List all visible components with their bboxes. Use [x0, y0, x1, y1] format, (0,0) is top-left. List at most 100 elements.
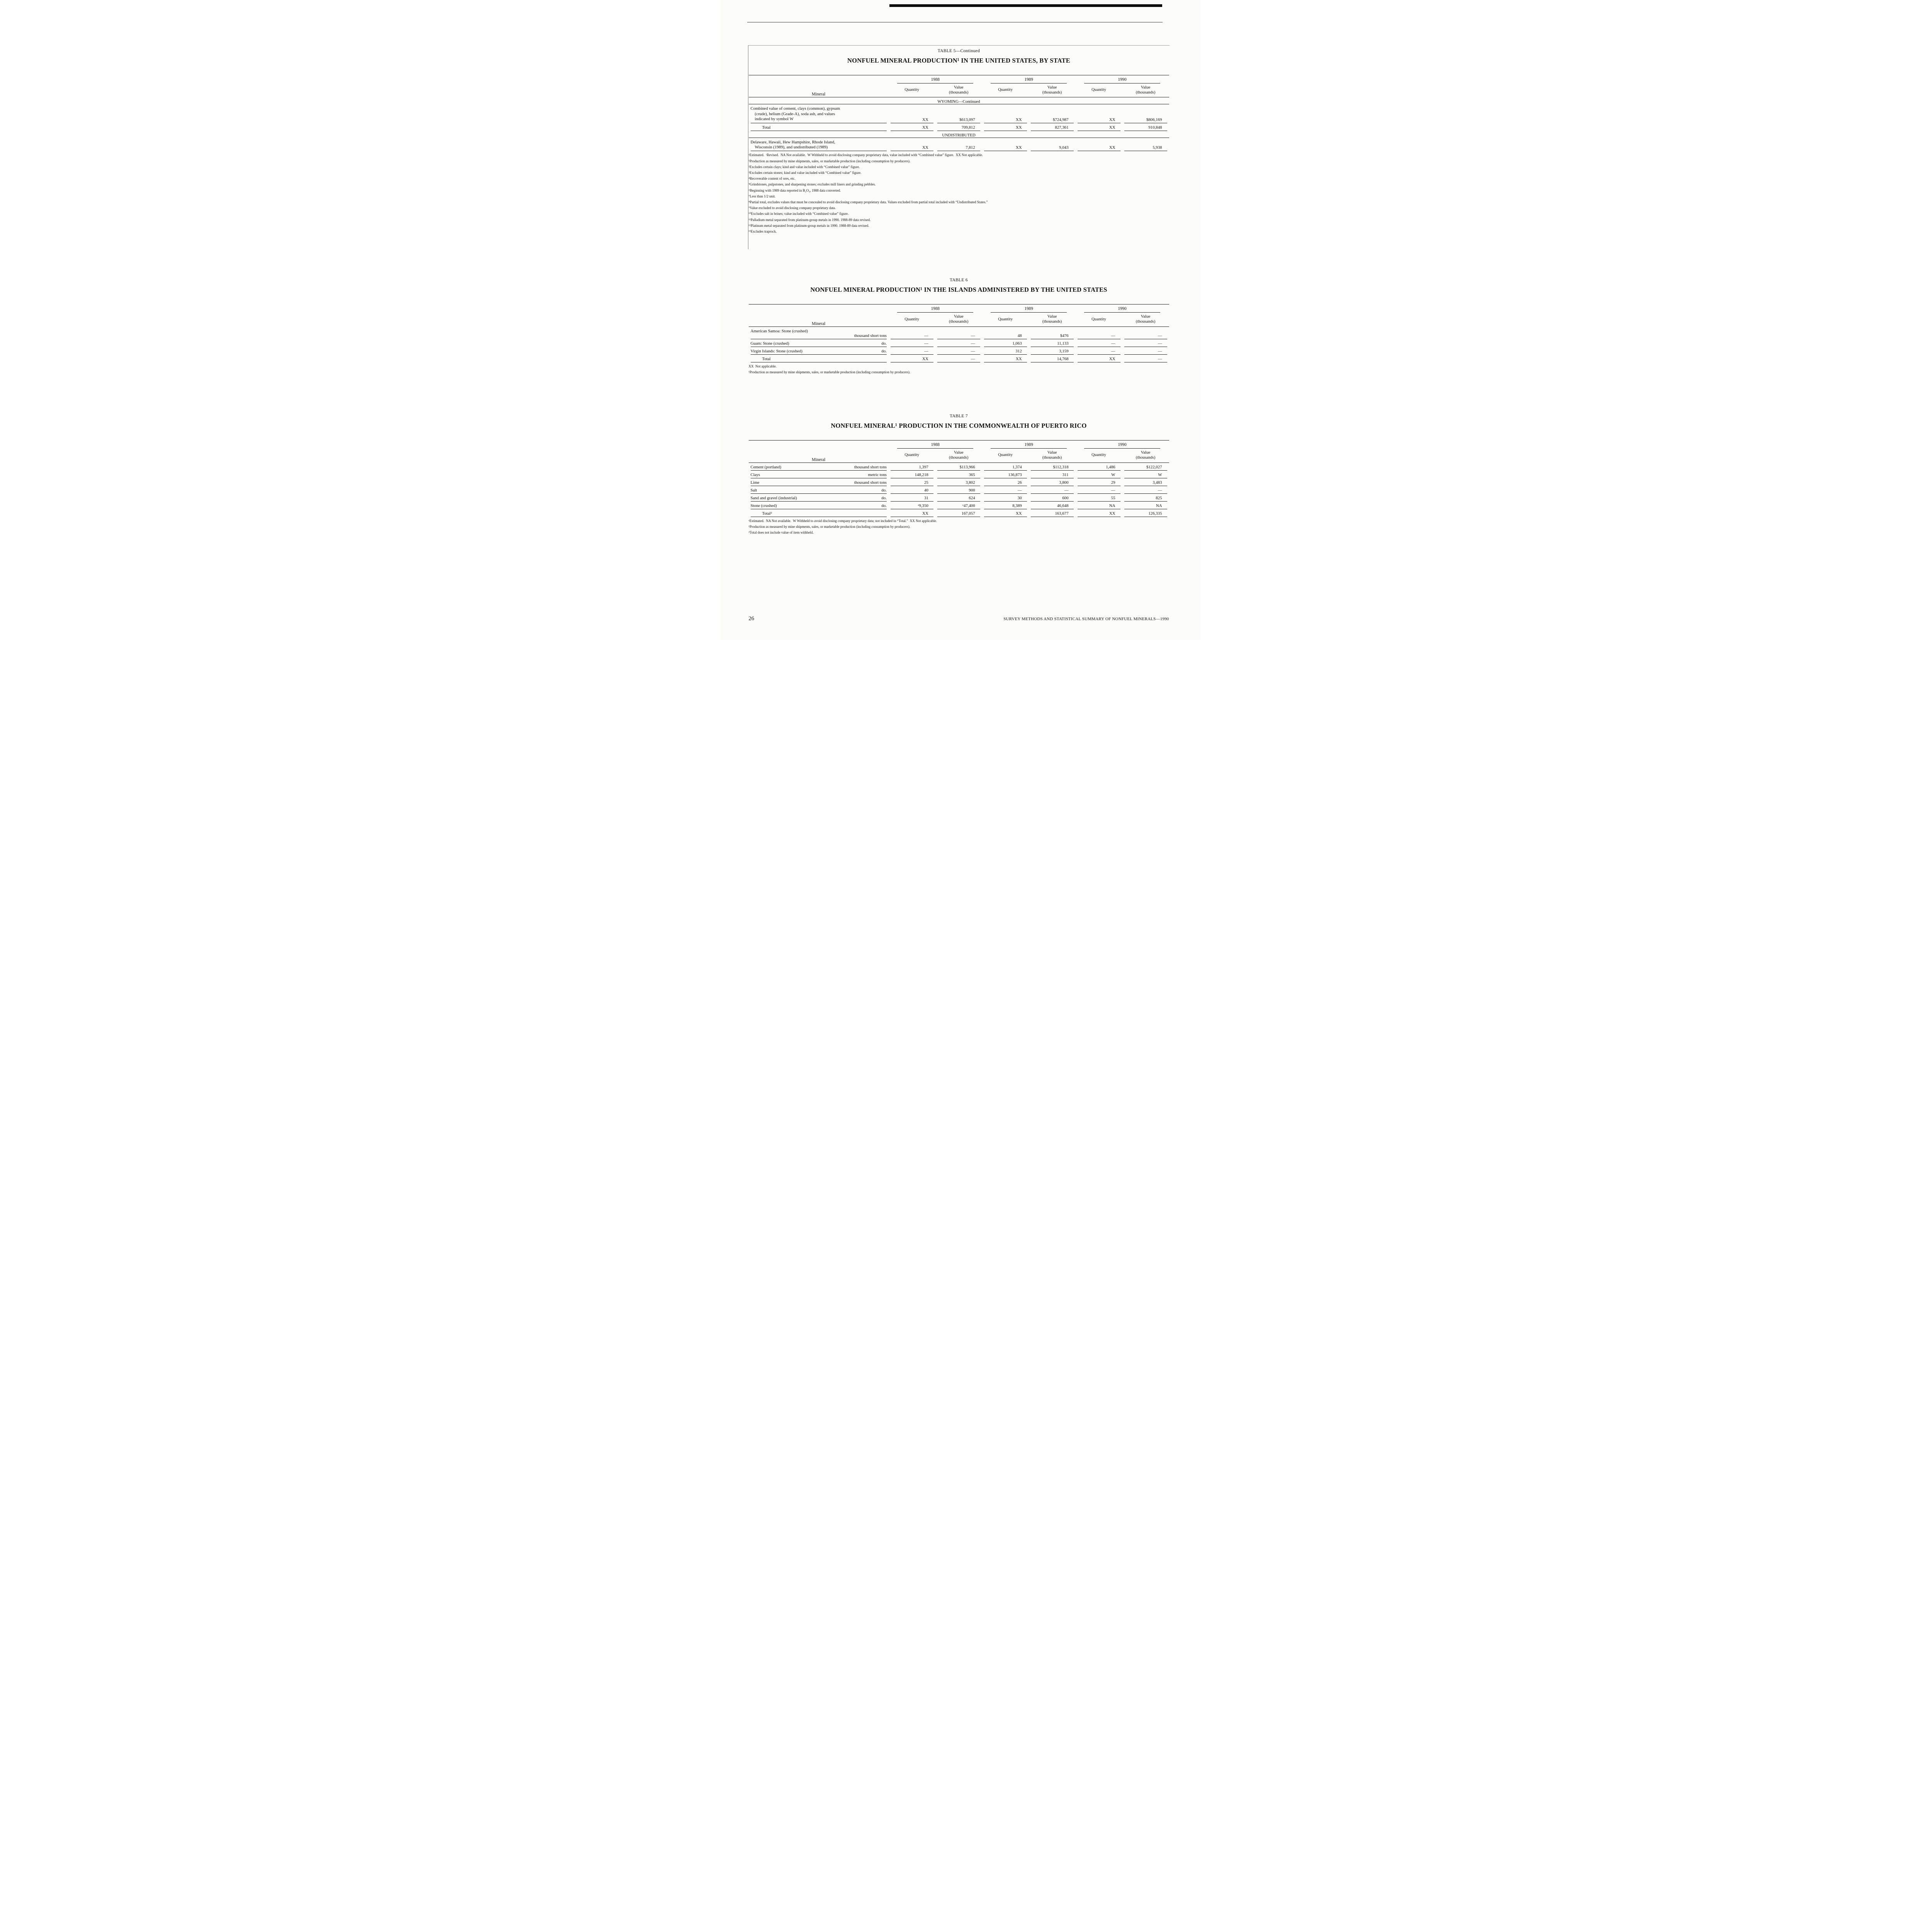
quantity-1989-cell: XX: [982, 104, 1029, 123]
footnote: ²Total does not include value of item wi…: [748, 530, 814, 534]
subheader-value: Value (thousands): [1028, 313, 1076, 327]
mineral-cell: Lime thousand short tons: [749, 478, 889, 486]
year-header-1990: 1990: [1076, 304, 1169, 313]
mineral-cell: Clays metric tons: [749, 471, 889, 478]
unit-label: do.: [881, 349, 887, 354]
quantity-1988-cell: 25: [889, 478, 935, 486]
subheader-value: Value (thousands): [935, 313, 982, 327]
mineral-cell: Total²: [749, 509, 889, 517]
value-1988-cell: 709,812: [935, 123, 982, 131]
scan-artifact-bar: [889, 4, 1162, 7]
year-header-1989: 1989: [982, 440, 1076, 449]
quantity-1989-cell: 1,063: [982, 339, 1029, 347]
quantity-1989-cell: 30: [982, 494, 1029, 502]
column-header-mineral: Mineral: [748, 440, 889, 463]
quantity-1989-cell: XX: [982, 138, 1029, 151]
table-title: NONFUEL MINERAL PRODUCTION¹ IN THE ISLAN…: [810, 286, 1107, 294]
table-row-virgin-islands: Virgin Islands: Stone (crushed) do. — — 3…: [749, 347, 1169, 355]
footnote: ᵉEstimated. NA Not available. W Withheld…: [748, 519, 937, 523]
section-row-wyoming: WYOMING—Continued: [748, 97, 1169, 105]
quantity-1989-cell: 48: [982, 327, 1029, 339]
table-row-undistributed-states: Delaware, Hawaii, Hew Hampshire, Rhode I…: [749, 138, 1169, 151]
footnotes-table7: ᵉEstimated. NA Not available. W Withheld…: [749, 518, 1169, 536]
table5-grid: Mineral 1988 1989 1990 Quantity Value (t…: [748, 75, 1169, 151]
quantity-1990-cell: XX: [1076, 138, 1122, 151]
subheader-value: Value (thousands): [935, 449, 982, 463]
footnote: ¹Production as measured by mine shipment…: [748, 524, 911, 529]
footnote: ¹³Excludes traprock.: [748, 229, 777, 233]
unit-label: do.: [881, 488, 887, 493]
footnote: ¹Production as measured by mine shipment…: [748, 370, 911, 374]
value-1988-cell: —: [935, 355, 982, 362]
footnote: ¹¹Palladium metal separated from platinu…: [748, 218, 871, 222]
mineral-cell: Combined value of cement, clays (common)…: [749, 104, 889, 123]
footnote: XX Not applicable.: [748, 364, 777, 368]
quantity-1989-cell: XX: [982, 123, 1029, 131]
quantity-1989-cell: XX: [982, 355, 1029, 362]
year-header-1989: 1989: [982, 75, 1076, 84]
footer-title: SURVEY METHODS AND STATISTICAL SUMMARY O…: [1003, 617, 1169, 621]
value-1988-cell: 624: [935, 494, 982, 502]
value-1989-cell: 3,800: [1029, 478, 1076, 486]
mineral-cell: American Samoa: Stone (crushed) thousand …: [749, 327, 889, 339]
document-page: TABLE 5—Continued NONFUEL MINERAL PRODUC…: [720, 0, 1201, 640]
table7-section: TABLE 7 NONFUEL MINERAL¹ PRODUCTION IN T…: [748, 414, 1169, 536]
value-1988-cell: —: [935, 339, 982, 347]
quantity-1990-cell: XX: [1076, 104, 1122, 123]
value-1988-cell: $113,966: [935, 463, 982, 471]
subheader-row: Quantity Value (thousands) Quantity Valu…: [749, 449, 1169, 463]
table-row-cement: Cement (portland) thousand short tons 1,3…: [749, 463, 1169, 471]
footnote: ⁶Beginning with 1989 data reported in B₂…: [748, 188, 841, 192]
table-row-combined-value: Combined value of cement, clays (common)…: [749, 104, 1169, 123]
footnote: ⁷Less than 1/2 unit.: [748, 194, 776, 198]
subheader-quantity: Quantity: [982, 313, 1029, 327]
quantity-1990-cell: —: [1076, 347, 1122, 355]
table5-section: TABLE 5—Continued NONFUEL MINERAL PRODUC…: [748, 49, 1169, 235]
table-row-clays: Clays metric tons 148,218 365 136,873 311…: [749, 471, 1169, 478]
footnote: ³Excludes certain stones; kind and value…: [748, 170, 862, 175]
quantity-1988-cell: XX: [889, 355, 935, 362]
value-1988-cell: 7,812: [935, 138, 982, 151]
mineral-cell: Salt do.: [749, 486, 889, 494]
page-content: TABLE 5—Continued NONFUEL MINERAL PRODUC…: [748, 0, 1169, 536]
value-1990-cell: 126,335: [1122, 509, 1169, 517]
value-1990-cell: 910,848: [1122, 123, 1169, 131]
value-1989-cell: 11,133: [1029, 339, 1076, 347]
quantity-1988-cell: 31: [889, 494, 935, 502]
value-1990-cell: —: [1122, 327, 1169, 339]
value-1989-cell: 46,648: [1029, 502, 1076, 509]
subheader-value: Value (thousands): [1122, 84, 1169, 98]
subheader-quantity: Quantity: [888, 84, 935, 98]
subheader-value: Value (thousands): [935, 84, 982, 98]
value-1989-cell: 163,677: [1029, 509, 1076, 517]
quantity-1988-cell: XX: [889, 509, 935, 517]
quantity-1990-cell: XX: [1076, 355, 1122, 362]
value-1990-cell: $122,027: [1122, 463, 1169, 471]
mineral-cell: Virgin Islands: Stone (crushed) do.: [749, 347, 889, 355]
value-1989-cell: 827,361: [1029, 123, 1076, 131]
value-1990-cell: —: [1122, 347, 1169, 355]
value-1988-cell: —: [935, 327, 982, 339]
value-1989-cell: —: [1029, 486, 1076, 494]
value-1990-cell: 3,483: [1122, 478, 1169, 486]
quantity-1990-cell: 29: [1076, 478, 1122, 486]
table-row-stone: Stone (crushed) do. ᵉ9,350 ᵉ47,400 8,389 …: [749, 502, 1169, 509]
year-header-row: Mineral 1988 1989 1990: [748, 304, 1169, 327]
value-1990-cell: 5,938: [1122, 138, 1169, 151]
value-1990-cell: $806,169: [1122, 104, 1169, 123]
subheader-quantity: Quantity: [982, 84, 1029, 98]
quantity-1990-cell: —: [1076, 327, 1122, 339]
page-footer: 26 SURVEY METHODS AND STATISTICAL SUMMAR…: [749, 616, 1169, 622]
year-header-1988: 1988: [889, 75, 982, 84]
table-label: TABLE 7: [950, 414, 968, 419]
footnote: ⁹Value excluded to avoid disclosing comp…: [748, 206, 836, 210]
quantity-1988-cell: —: [889, 327, 935, 339]
subheader-row: Quantity Value (thousands) Quantity Valu…: [749, 313, 1169, 327]
quantity-1988-cell: 40: [889, 486, 935, 494]
table-row-total: Total² XX 167,057 XX 163,677 XX 126,335: [749, 509, 1169, 517]
quantity-1988-cell: XX: [889, 138, 935, 151]
quantity-1988-cell: 1,397: [889, 463, 935, 471]
table-row-guam: Guam: Stone (crushed) do. — — 1,063 11,13…: [749, 339, 1169, 347]
quantity-1990-cell: —: [1076, 339, 1122, 347]
value-1989-cell: 311: [1029, 471, 1076, 478]
